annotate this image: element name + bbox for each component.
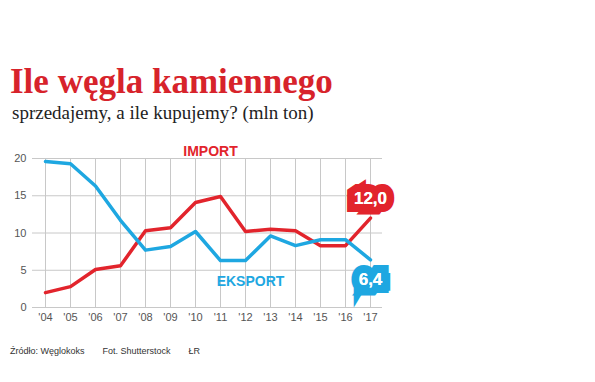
svg-text:6,4: 6,4 <box>359 270 383 289</box>
svg-text:'15: '15 <box>313 311 327 323</box>
html-text:sprzedajemy, a ile kupujemy? (: sprzedajemy, a ile kupujemy? (mln ton) <box>12 102 314 123</box>
svg-text:'10: '10 <box>188 311 202 323</box>
svg-text:5: 5 <box>20 264 26 276</box>
svg-text:12,0: 12,0 <box>354 189 387 208</box>
svg-text:6,4: 6,4 <box>359 270 383 289</box>
svg-text:10: 10 <box>14 227 26 239</box>
html-text:Ile węgla kamiennego: Ile węgla kamiennego <box>10 62 333 101</box>
svg-text:'14: '14 <box>288 311 302 323</box>
svg-text:'09: '09 <box>163 311 177 323</box>
html-text:Fot. Shutterstock: Fot. Shutterstock <box>102 346 171 356</box>
svg-text:'07: '07 <box>113 311 127 323</box>
svg-text:0: 0 <box>20 301 26 313</box>
svg-text:15: 15 <box>14 189 26 201</box>
svg-text:'05: '05 <box>63 311 77 323</box>
svg-text:'12: '12 <box>238 311 252 323</box>
svg-text:'16: '16 <box>338 311 352 323</box>
svg-text:'13: '13 <box>263 311 277 323</box>
svg-text:'11: '11 <box>214 311 228 323</box>
svg-text:12,0: 12,0 <box>354 189 387 208</box>
svg-text:'17: '17 <box>363 311 377 323</box>
svg-text:'04: '04 <box>38 311 52 323</box>
svg-text:'08: '08 <box>138 311 152 323</box>
html-text:Źródło: Węglokoks: Źródło: Węglokoks <box>10 346 85 356</box>
svg-text:20: 20 <box>14 152 26 164</box>
html-text:ŁR: ŁR <box>188 346 201 356</box>
svg-text:EKSPORT: EKSPORT <box>217 273 285 289</box>
svg-text:IMPORT: IMPORT <box>183 143 238 159</box>
svg-text:'06: '06 <box>88 311 102 323</box>
